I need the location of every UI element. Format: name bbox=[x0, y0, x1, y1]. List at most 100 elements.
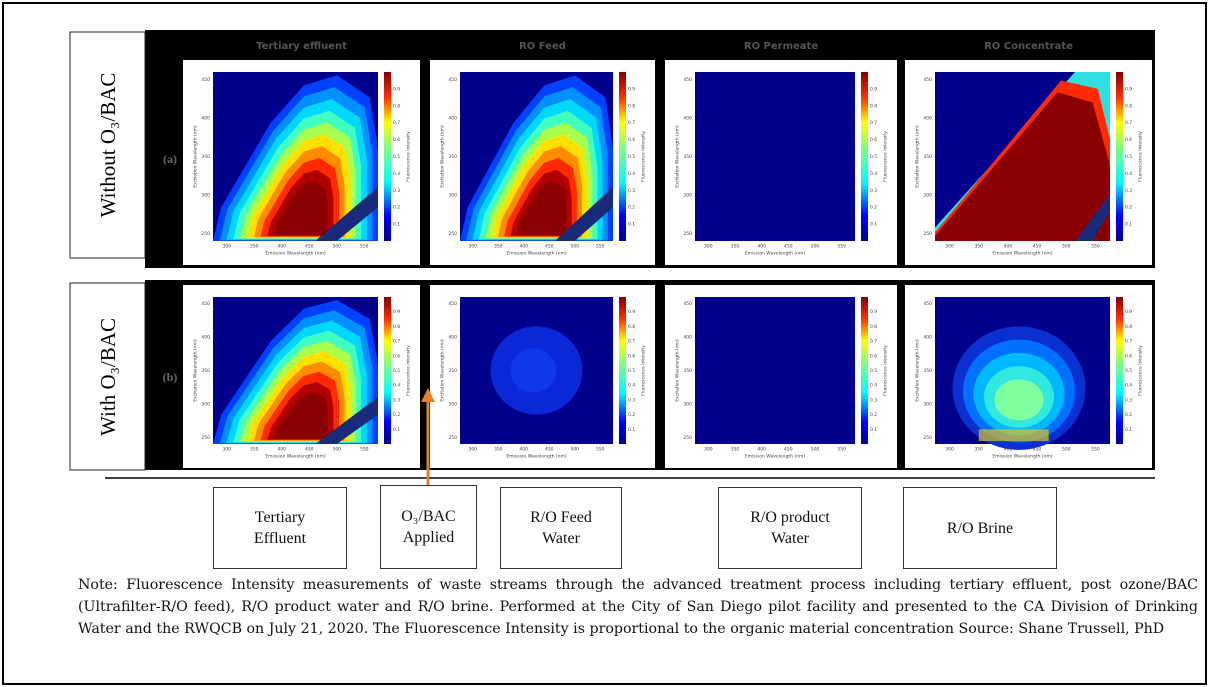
x-tick-label: 450 bbox=[784, 447, 793, 453]
colorbar-tick-label: 0.5 bbox=[1125, 154, 1132, 160]
y-tick-label: 250 bbox=[923, 435, 932, 441]
y-tick-label: 450 bbox=[201, 77, 210, 83]
colorbar bbox=[1116, 297, 1123, 444]
eem-plot: 0.1 0.2 0.3 0.4 0.5 0.6 0.7 0.8 0.9 Fluorescence … bbox=[905, 285, 1152, 468]
panel-title: Tertiary effluent bbox=[256, 41, 347, 52]
colorbar-tick-label: 0.5 bbox=[628, 368, 635, 374]
x-tick-label: 400 bbox=[1004, 447, 1013, 453]
x-tick-label: 500 bbox=[570, 447, 579, 453]
eem-plot: 0.1 0.2 0.3 0.4 0.5 0.6 0.7 0.8 0.9 Fluorescence … bbox=[905, 60, 1152, 265]
row-label-box bbox=[69, 282, 146, 471]
colorbar-tick-label: 0.5 bbox=[393, 368, 400, 374]
colorbar bbox=[619, 72, 626, 241]
colorbar bbox=[384, 72, 391, 241]
colorbar-tick-label: 0.2 bbox=[1125, 412, 1132, 418]
row-label-box bbox=[69, 31, 146, 259]
x-tick-label: 300 bbox=[468, 447, 477, 453]
colorbar bbox=[1116, 72, 1123, 241]
colorbar-tick-label: 0.6 bbox=[393, 137, 400, 143]
y-tick-label: 350 bbox=[923, 368, 932, 374]
y-tick-label: 300 bbox=[683, 192, 692, 198]
y-tick-label: 300 bbox=[923, 192, 932, 198]
y-tick-label: 400 bbox=[448, 116, 457, 122]
y-axis-label: Excitation Wavelength (nm) bbox=[193, 125, 199, 188]
y-tick-label: 400 bbox=[448, 335, 457, 341]
x-tick-label: 400 bbox=[757, 447, 766, 453]
colorbar-tick-label: 0.1 bbox=[1125, 222, 1132, 228]
y-axis-label: Excitation Wavelength (nm) bbox=[915, 339, 921, 402]
x-tick-label: 450 bbox=[545, 447, 554, 453]
x-tick-label: 300 bbox=[222, 244, 231, 250]
contour-level bbox=[510, 348, 557, 393]
x-axis-label: Emission Wavelength (nm) bbox=[506, 454, 567, 460]
x-axis-label: Emission Wavelength (nm) bbox=[506, 251, 567, 257]
colorbar bbox=[619, 297, 626, 444]
eem-plot: 0.1 0.2 0.3 0.4 0.5 0.6 0.7 0.8 0.9 Fluorescence … bbox=[665, 285, 897, 468]
y-tick-label: 250 bbox=[923, 231, 932, 237]
contour-level bbox=[274, 392, 328, 440]
colorbar-label: Fluorescence Intensity bbox=[406, 345, 412, 396]
x-axis-label: Emission Wavelength (nm) bbox=[265, 251, 326, 257]
eem-plot: 0.1 0.2 0.3 0.4 0.5 0.6 0.7 0.8 0.9 Fluorescence … bbox=[183, 285, 420, 468]
plot-area bbox=[695, 297, 855, 444]
colorbar-tick-label: 0.1 bbox=[393, 427, 400, 433]
arrow-head bbox=[421, 388, 435, 402]
y-tick-label: 250 bbox=[683, 435, 692, 441]
y-tick-label: 300 bbox=[448, 192, 457, 198]
x-tick-label: 500 bbox=[811, 447, 820, 453]
y-axis-label: Excitation Wavelength (nm) bbox=[675, 339, 681, 402]
x-tick-label: 350 bbox=[494, 244, 503, 250]
x-tick-label: 400 bbox=[519, 244, 528, 250]
colorbar-tick-label: 0.8 bbox=[628, 324, 635, 330]
y-tick-label: 450 bbox=[683, 301, 692, 307]
colorbar-tick-label: 0.6 bbox=[870, 353, 877, 359]
y-tick-label: 250 bbox=[201, 435, 210, 441]
colorbar-tick-label: 0.3 bbox=[628, 188, 635, 194]
colorbar-tick-label: 0.3 bbox=[1125, 397, 1132, 403]
eem-plot: 0.1 0.2 0.3 0.4 0.5 0.6 0.7 0.8 0.9 Fluorescence … bbox=[430, 60, 655, 265]
x-tick-label: 350 bbox=[731, 244, 740, 250]
colorbar-tick-label: 0.3 bbox=[393, 397, 400, 403]
panel-title: RO Concentrate bbox=[984, 41, 1073, 52]
scatter-band bbox=[554, 186, 613, 241]
colorbar-tick-label: 0.7 bbox=[870, 120, 877, 126]
colorbar-tick-label: 0.2 bbox=[628, 412, 635, 418]
contour-level bbox=[935, 92, 1110, 241]
panel-title: RO Feed bbox=[519, 41, 566, 52]
y-axis-label: Excitation Wavelength (nm) bbox=[440, 125, 446, 188]
colorbar-tick-label: 0.1 bbox=[628, 222, 635, 228]
colorbar-tick-label: 0.8 bbox=[1125, 103, 1132, 109]
y-tick-label: 400 bbox=[683, 116, 692, 122]
colorbar-tick-label: 0.1 bbox=[870, 222, 877, 228]
x-tick-label: 500 bbox=[332, 244, 341, 250]
x-tick-label: 400 bbox=[519, 447, 528, 453]
colorbar-tick-label: 0.9 bbox=[870, 86, 877, 92]
x-tick-label: 300 bbox=[468, 244, 477, 250]
y-tick-label: 350 bbox=[201, 154, 210, 160]
colorbar-tick-label: 0.4 bbox=[1125, 383, 1132, 389]
stage-label: R/O Feed Water bbox=[500, 487, 622, 569]
y-tick-label: 300 bbox=[201, 401, 210, 407]
plot-area bbox=[695, 72, 855, 241]
x-tick-label: 450 bbox=[1033, 447, 1042, 453]
x-axis-label: Emission Wavelength (nm) bbox=[265, 454, 326, 460]
colorbar-label: Fluorescence Intensity bbox=[1138, 131, 1144, 182]
x-tick-label: 500 bbox=[811, 244, 820, 250]
y-tick-label: 300 bbox=[683, 401, 692, 407]
y-tick-label: 350 bbox=[201, 368, 210, 374]
contour-level bbox=[274, 181, 328, 236]
eem-plot: 0.1 0.2 0.3 0.4 0.5 0.6 0.7 0.8 0.9 Fluorescence … bbox=[665, 60, 897, 265]
colorbar-tick-label: 0.6 bbox=[393, 353, 400, 359]
colorbar-tick-label: 0.5 bbox=[393, 154, 400, 160]
contour-level bbox=[994, 379, 1044, 421]
y-tick-label: 350 bbox=[448, 368, 457, 374]
colorbar-label: Fluorescence Intensity bbox=[1138, 345, 1144, 396]
colorbar-tick-label: 0.6 bbox=[870, 137, 877, 143]
x-axis-label: Emission Wavelength (nm) bbox=[992, 454, 1053, 460]
x-axis-label: Emission Wavelength (nm) bbox=[745, 454, 806, 460]
y-tick-label: 450 bbox=[201, 301, 210, 307]
colorbar-tick-label: 0.5 bbox=[628, 154, 635, 160]
x-tick-label: 450 bbox=[545, 244, 554, 250]
y-tick-label: 250 bbox=[448, 231, 457, 237]
